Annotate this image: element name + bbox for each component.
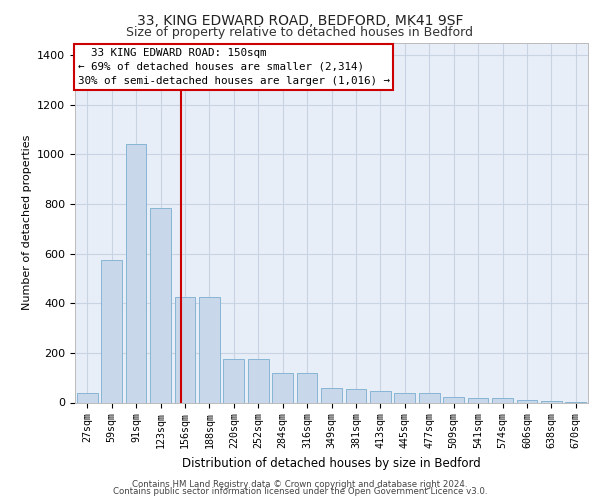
Y-axis label: Number of detached properties: Number of detached properties (22, 135, 32, 310)
Bar (296, 372, 317, 402)
Text: Contains public sector information licensed under the Open Government Licence v3: Contains public sector information licen… (113, 488, 487, 496)
Bar (125, 144, 146, 402)
Text: 33, KING EDWARD ROAD, BEDFORD, MK41 9SF: 33, KING EDWARD ROAD, BEDFORD, MK41 9SF (137, 14, 463, 28)
Bar (370, 392, 391, 402)
Bar (394, 392, 415, 402)
Text: 33 KING EDWARD ROAD: 150sqm  
← 69% of detached houses are smaller (2,314)
30% o: 33 KING EDWARD ROAD: 150sqm ← 69% of det… (77, 48, 389, 86)
Bar (272, 372, 293, 402)
Bar (517, 400, 538, 402)
Bar (346, 389, 367, 402)
Bar (443, 397, 464, 402)
Bar (223, 359, 244, 403)
Bar (467, 398, 488, 402)
Bar (101, 260, 122, 402)
X-axis label: Distribution of detached houses by size in Bedford: Distribution of detached houses by size … (182, 456, 481, 469)
Text: Contains HM Land Registry data © Crown copyright and database right 2024.: Contains HM Land Registry data © Crown c… (132, 480, 468, 489)
Bar (248, 359, 269, 403)
Bar (419, 392, 440, 402)
Text: Size of property relative to detached houses in Bedford: Size of property relative to detached ho… (127, 26, 473, 39)
Bar (175, 297, 196, 403)
Bar (150, 208, 171, 402)
Bar (321, 388, 342, 402)
Bar (199, 297, 220, 403)
Bar (492, 398, 513, 402)
Bar (77, 392, 98, 402)
